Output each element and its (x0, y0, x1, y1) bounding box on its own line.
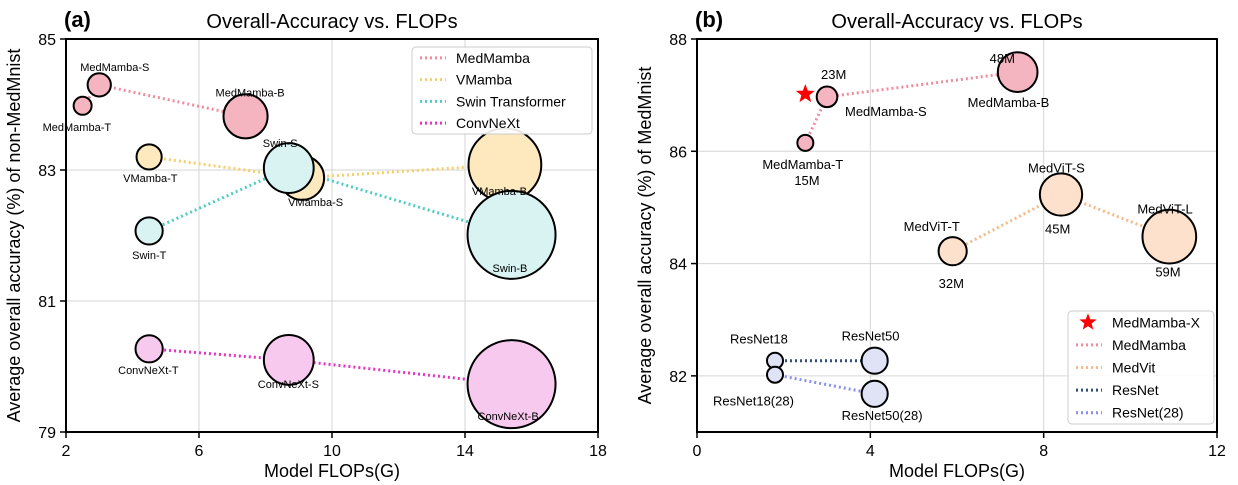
point-label-swin-s: Swin-S (263, 138, 298, 150)
y-tick-label: 79 (38, 425, 56, 442)
x-axis-label: Model FLOPs(G) (264, 461, 400, 481)
point-label-medmamba-t: MedMamba-T (762, 157, 843, 172)
point-label-resnet18: ResNet18 (730, 332, 788, 347)
point-label-medvit-l: MedViT-L (1137, 202, 1192, 217)
panel-a: MedMamba-T MedMamba-S MedMamba-B VMamba-T VM… (4, 7, 607, 481)
legend-label-medmamba: MedMamba (456, 50, 530, 66)
series-line-medmamba (826, 70, 1018, 99)
legend-label-convnext: ConvNeXt (456, 115, 520, 131)
legend-label-vmamba: VMamba (456, 72, 512, 88)
data-point-medmamba-t (72, 95, 93, 116)
point-label-resnet50: ResNet50 (842, 329, 900, 344)
param-label-medvit-t: 32M (939, 276, 964, 291)
highlight-star-marker (795, 84, 815, 103)
y-tick-label: 82 (669, 369, 687, 386)
data-point-medmamba-s (86, 72, 112, 98)
point-label-convnext-s: ConvNeXt-S (258, 379, 319, 391)
data-point-medvit-t (937, 236, 968, 267)
x-tick-label: 12 (1208, 443, 1226, 460)
y-tick-label: 88 (669, 32, 687, 49)
param-label-medmamba-s: 23M (821, 67, 846, 82)
point-label-medmamba-b: MedMamba-B (216, 87, 285, 99)
y-tick-label: 83 (38, 163, 56, 180)
data-point-medvit-s (1038, 172, 1084, 217)
x-tick-label: 4 (866, 443, 875, 460)
panel-label: (a) (64, 7, 91, 32)
chart-title: Overall-Accuracy vs. FLOPs (831, 11, 1082, 33)
chart-title: Overall-Accuracy vs. FLOPs (206, 11, 457, 33)
data-point-vmamba-t (135, 143, 163, 171)
data-point-convnext-t (134, 334, 164, 364)
legend-label-swin-transformer: Swin Transformer (456, 93, 566, 109)
data-point-swin-b (466, 189, 557, 280)
series-line-vmamba (148, 155, 303, 180)
series-line-vmamba (301, 163, 505, 180)
legend-star-marker (1079, 313, 1097, 330)
data-point-resnet18-28 (766, 365, 784, 384)
data-point-medmamba-b (222, 93, 269, 140)
data-point-swin-s (262, 142, 315, 194)
point-label-convnext-t: ConvNeXt-T (118, 365, 179, 377)
legend-label-resnet: ResNet (1112, 382, 1159, 398)
y-tick-label: 84 (669, 257, 687, 274)
point-label-medvit-s: MedViT-S (1028, 161, 1085, 176)
panel-label: (b) (695, 7, 723, 32)
point-label-medmamba-s: MedMamba-S (80, 62, 149, 74)
series-line-medmamba (803, 96, 829, 144)
point-label-swin-b: Swin-B (493, 263, 528, 275)
legend: MedMamba-X MedMamba MedVit ResNet ResNet(28) (1067, 310, 1215, 425)
y-tick-label: 85 (38, 32, 56, 49)
legend-label-resnet-28: ResNet(28) (1112, 405, 1184, 421)
param-label-medmamba-b: 48M (990, 51, 1015, 66)
x-tick-label: 6 (195, 443, 204, 460)
point-label-convnext-b: ConvNeXt-B (478, 411, 539, 423)
point-label-resnet18-28: ResNet18(28) (713, 394, 794, 409)
x-tick-label: 18 (589, 443, 607, 460)
legend-frame (1067, 310, 1215, 425)
data-point-swin-t (134, 216, 164, 246)
legend: MedMamba VMamba Swin Transformer ConvNeXt (411, 46, 593, 135)
legend-label-medmamba-x: MedMamba-X (1112, 314, 1201, 330)
data-point-medvit-l (1141, 208, 1198, 265)
point-label-vmamba-b: VMamba-B (472, 186, 527, 198)
point-label-medmamba-t: MedMamba-T (43, 122, 112, 134)
data-point-convnext-s (262, 334, 315, 386)
y-tick-label: 86 (669, 144, 687, 161)
y-axis-label: Average overall accuracy (%) of non-MedM… (4, 49, 24, 423)
x-tick-label: 8 (1039, 443, 1048, 460)
param-label-medvit-s: 45M (1045, 222, 1070, 237)
y-axis-label: Average overall accuracy (%) of MedMnist (635, 67, 655, 405)
data-point-resnet50 (860, 346, 889, 375)
data-point-medmamba-s (815, 85, 839, 109)
x-tick-label: 0 (693, 443, 702, 460)
series-line-resnet-28 (774, 373, 875, 396)
point-label-swin-t: Swin-T (132, 250, 167, 262)
point-label-resnet50-28: ResNet50(28) (842, 408, 923, 423)
data-point-convnext-b (466, 339, 557, 430)
data-point-resnet50-28 (860, 379, 889, 408)
y-tick-label: 81 (38, 294, 56, 311)
data-point-medmamba-b (996, 51, 1039, 93)
x-tick-label: 14 (456, 443, 474, 460)
plot-frame (696, 38, 1218, 433)
x-tick-label: 2 (62, 443, 71, 460)
data-point-medmamba-t (796, 133, 815, 152)
legend-label-medvit: MedVit (1112, 360, 1155, 376)
legend-frame (411, 46, 593, 135)
series-line-swin-transformer (148, 166, 290, 233)
x-tick-label: 10 (323, 443, 341, 460)
param-label-medvit-l: 59M (1155, 265, 1180, 280)
point-label-medvit-t: MedViT-T (904, 219, 960, 234)
param-label-medmamba-t: 15M (794, 173, 819, 188)
series-line-swin-transformer (288, 166, 512, 237)
point-label-vmamba-t: VMamba-T (123, 173, 178, 185)
point-label-medmamba-s: MedMamba-S (845, 104, 927, 119)
point-label-medmamba-b: MedMamba-B (968, 95, 1050, 110)
point-label-vmamba-s: VMamba-S (288, 197, 343, 209)
x-axis-label: Model FLOPs(G) (889, 461, 1025, 481)
legend-label-medmamba: MedMamba (1112, 337, 1186, 353)
